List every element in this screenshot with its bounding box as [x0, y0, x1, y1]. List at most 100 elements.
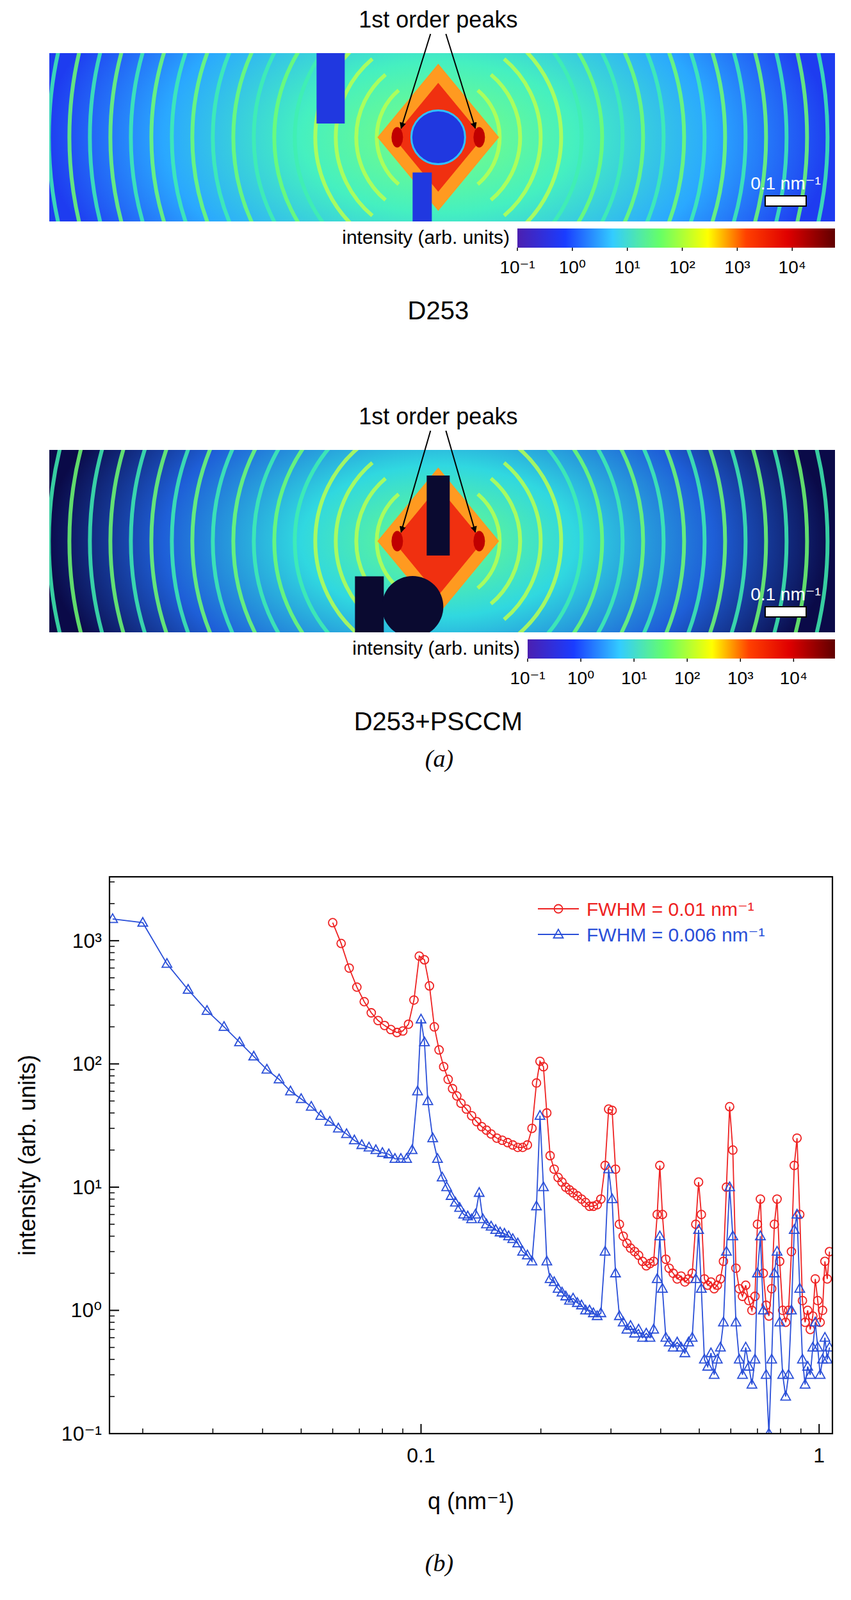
legend-entry: FWHM = 0.006 nm⁻¹ — [537, 924, 765, 946]
ring-arc — [556, 53, 623, 222]
series-line — [332, 923, 830, 1331]
data-point — [802, 1361, 813, 1371]
data-point — [737, 1370, 748, 1380]
minor-tick — [109, 1112, 115, 1115]
ring-arc — [89, 450, 214, 633]
data-point — [806, 1326, 815, 1335]
minor-tick — [402, 1429, 404, 1435]
data-point — [712, 1354, 723, 1364]
data-point — [427, 1133, 438, 1143]
data-point — [380, 1021, 389, 1031]
colorbar-tick-label: 10⁰ — [567, 668, 595, 689]
data-point — [315, 1110, 326, 1120]
panel-label: (a) — [425, 745, 454, 773]
colorbar-tick-label: 10⁰ — [559, 257, 586, 278]
data-point — [341, 1129, 352, 1139]
legend-entry: FWHM = 0.01 nm⁻¹ — [537, 899, 755, 921]
ring-arc — [503, 58, 541, 216]
data-point — [359, 998, 369, 1007]
ring-arc — [675, 450, 808, 633]
first-order-peak — [473, 127, 485, 148]
data-point — [790, 1162, 799, 1171]
data-point — [634, 1251, 643, 1261]
data-point — [715, 1342, 726, 1352]
ring-arc — [648, 53, 766, 222]
ring-arc — [171, 53, 268, 222]
data-point — [384, 1149, 394, 1159]
minor-tick — [109, 1214, 115, 1216]
colorbar-tick-label: 10⁴ — [779, 668, 808, 689]
data-point — [407, 1145, 417, 1155]
minor-tick — [660, 1429, 662, 1435]
minor-tick — [109, 1075, 115, 1078]
data-point — [652, 1274, 663, 1284]
ring-arc — [110, 450, 228, 633]
y-tick — [109, 1063, 120, 1065]
ring-arc — [49, 53, 189, 222]
data-point — [786, 1305, 796, 1314]
ring-arc — [49, 53, 175, 222]
data-point — [508, 1141, 517, 1150]
data-point — [805, 1370, 816, 1380]
ring-arc — [69, 53, 202, 222]
data-point — [137, 918, 148, 928]
ring-arc — [233, 450, 307, 633]
arrow — [445, 430, 476, 533]
data-point — [724, 1182, 735, 1192]
x-axis-title: q (nm⁻¹) — [427, 1488, 515, 1516]
minor-tick — [109, 1273, 115, 1275]
y-tick-label: 10⁻¹ — [61, 1422, 102, 1446]
data-point — [800, 1379, 811, 1389]
legend-label: FWHM = 0.01 nm⁻¹ — [586, 899, 755, 921]
data-point — [183, 984, 193, 994]
colorbar-tick — [681, 247, 684, 252]
data-point — [734, 1354, 745, 1364]
colorbar-tick-label: 10⁻¹ — [509, 668, 545, 689]
ring-arc — [635, 53, 746, 222]
minor-tick — [300, 1429, 303, 1435]
data-point — [352, 983, 362, 992]
minor-tick — [109, 903, 115, 905]
ring-arc — [294, 450, 346, 633]
image-content — [49, 450, 835, 633]
data-point — [752, 1268, 762, 1278]
data-point — [439, 1062, 448, 1072]
ring-arc — [569, 53, 643, 222]
minor-tick — [109, 1069, 115, 1071]
plot-frame — [109, 877, 833, 1435]
data-point — [261, 1064, 272, 1074]
minor-tick — [756, 1429, 759, 1435]
beam-stop-shadow — [381, 576, 444, 633]
first-order-peak — [391, 531, 403, 552]
minor-tick — [109, 968, 115, 970]
beam-stop — [411, 110, 465, 165]
data-point — [718, 1317, 729, 1327]
minor-tick — [610, 1429, 612, 1435]
data-point — [398, 1027, 408, 1036]
data-point — [716, 1275, 725, 1284]
ring-arc — [609, 450, 706, 633]
panel-title: D253+PSCCM — [354, 707, 523, 736]
data-point — [526, 1256, 537, 1266]
minor-tick — [109, 1005, 115, 1007]
data-point — [687, 1333, 698, 1343]
minor-tick — [109, 1347, 115, 1350]
figure: 0.1 nm⁻¹1st order peaksintensity (arb. u… — [0, 0, 851, 1600]
ring-arc — [648, 450, 766, 633]
first-order-peak — [391, 127, 403, 148]
panel-label: (b) — [425, 1550, 454, 1578]
data-point — [370, 1145, 381, 1155]
ring-arc — [688, 450, 828, 633]
data-point — [661, 1255, 670, 1265]
data-point — [538, 1182, 549, 1192]
ring-arc — [49, 450, 175, 633]
ring-arc — [675, 53, 808, 222]
data-point — [357, 1140, 367, 1150]
colorbar — [517, 228, 835, 248]
ring-arc — [596, 53, 684, 222]
minor-tick — [109, 989, 115, 992]
data-point — [756, 1195, 765, 1204]
data-point — [235, 1037, 245, 1047]
data-point — [725, 1103, 734, 1112]
data-point — [596, 1308, 606, 1318]
